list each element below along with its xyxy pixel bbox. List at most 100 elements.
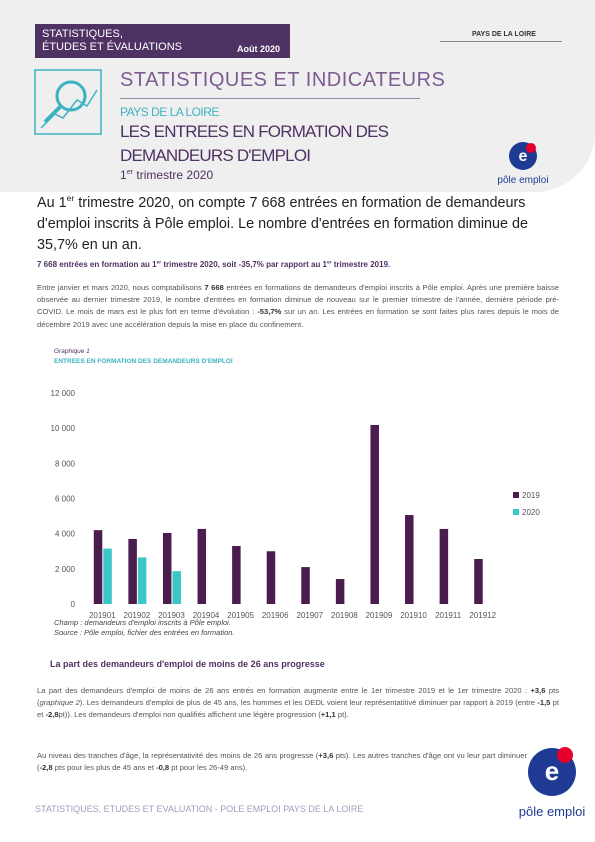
chart-label: Graphique 1 <box>54 348 90 355</box>
text: +1,1 <box>320 710 336 720</box>
logo: e pôle emploi <box>497 142 549 186</box>
text: 7 668 <box>204 283 224 292</box>
text: -1,5 <box>537 698 551 708</box>
logo-text: pôle emploi <box>519 804 586 819</box>
text: La part des demandeurs d'emploi de moins… <box>37 686 531 695</box>
text: ). Les demandeurs d'emploi de plus de 45… <box>79 698 538 708</box>
chart: 0 2 000 4 000 6 000 8 000 10 000 12 000 201901 2… <box>51 389 541 620</box>
text: pt et <box>37 698 559 720</box>
bar <box>439 528 449 604</box>
x-tick-label: 201910 <box>400 611 427 620</box>
text: graphique 2 <box>39 698 80 708</box>
text: pt)). Les demandeurs d'emploi non qualif… <box>58 710 321 720</box>
y-tick-label: 0 <box>71 600 76 609</box>
text: +3,6 <box>318 751 334 760</box>
series-line: ÉTUDES ET ÉVALUATIONS <box>42 41 182 53</box>
x-tick-label: 201903 <box>158 611 185 620</box>
rule <box>120 98 420 99</box>
y-tick-label: 10 000 <box>51 424 76 433</box>
bar <box>301 567 310 604</box>
text: 1 <box>120 168 127 182</box>
subregion: PAYS DE LA LOIRE <box>120 105 219 119</box>
text: pts pour les plus de 45 ans et <box>52 763 157 773</box>
date: Août 2020 <box>237 44 281 54</box>
bar <box>335 579 345 604</box>
text: trimestre 2020, on compte 7 668 entrées … <box>37 195 529 253</box>
chart-notes: Champ : demandeurs d'emploi inscrits à P… <box>54 618 235 638</box>
legend-swatch <box>513 509 519 515</box>
x-tick-label: 201909 <box>366 611 393 620</box>
series-line: STATISTIQUES, <box>42 28 123 40</box>
text: -2,8 <box>45 710 59 720</box>
text: Au 1 <box>37 195 67 211</box>
text: er <box>126 167 134 176</box>
period: 1er trimestre 2020 <box>120 168 213 182</box>
bar <box>474 558 483 604</box>
text: 7 668 entrées en formation au 1 <box>37 260 157 269</box>
text: trimestre 2020, soit -35,7% par rapport … <box>161 260 327 269</box>
legend-label: 2019 <box>522 491 540 500</box>
series-box <box>35 24 290 58</box>
text: er <box>156 260 162 266</box>
bar <box>93 530 103 604</box>
title-line: LES ENTREES EN FORMATION DES <box>120 122 389 141</box>
paragraph: Entre janvier et mars 2020, nous comptab… <box>37 282 559 331</box>
x-tick-label: 201906 <box>262 611 289 620</box>
text: pt). <box>335 710 349 720</box>
legend-swatch <box>513 492 519 498</box>
bar <box>137 557 147 604</box>
x-tick-label: 201908 <box>331 611 358 620</box>
y-tick-label: 2 000 <box>55 565 76 574</box>
bar <box>370 425 379 604</box>
text: sur un an. Les entrées en formation se s… <box>37 307 559 329</box>
svg-text:e: e <box>545 756 559 786</box>
text: -2,8 <box>39 763 53 773</box>
banner: STATISTIQUES ET INDICATEURS <box>120 69 446 91</box>
text: -53,7% <box>257 307 282 317</box>
text: pt pour les 26-49 ans). <box>169 763 248 773</box>
x-tick-label: 201901 <box>89 611 116 620</box>
title-line: DEMANDEURS D'EMPLOI <box>120 146 311 165</box>
x-tick-label: 201904 <box>193 611 220 620</box>
text: +3,6 <box>530 686 546 695</box>
text: Au niveau des tranches d'âge, la représe… <box>37 751 319 760</box>
paragraph: La part des demandeurs d'emploi de moins… <box>37 685 559 722</box>
text: entrées en formations de demandeurs d'em… <box>37 283 559 317</box>
bar <box>197 528 207 604</box>
bar <box>162 532 172 604</box>
bar <box>405 515 414 604</box>
legend-label: 2020 <box>522 508 540 517</box>
y-tick-label: 4 000 <box>55 530 76 539</box>
text: trimestre 2019. <box>331 260 391 269</box>
bar <box>172 571 181 604</box>
series-name: STATISTIQUES, ÉTUDES ET ÉVALUATIONS <box>42 28 182 54</box>
key-sentence: 7 668 entrées en formation au 1er trimes… <box>37 260 390 269</box>
text: pts). Les autres tranches d'âge ont vu l… <box>37 751 527 773</box>
y-tick-label: 12 000 <box>51 389 76 398</box>
rule <box>440 41 562 42</box>
bar <box>232 545 241 604</box>
doc-title: LES ENTREES EN FORMATION DES DEMANDEURS D… <box>120 120 389 168</box>
note: Source : Pôle emploi, fichier des entrée… <box>54 628 235 637</box>
bar <box>103 548 112 604</box>
text: er <box>327 260 332 266</box>
x-tick-label: 201907 <box>296 611 323 620</box>
logo-text: pôle emploi <box>497 175 548 186</box>
chart-title: ENTREES EN FORMATION DES DEMANDEURS D'EM… <box>54 358 233 365</box>
x-tick-label: 201911 <box>435 611 462 620</box>
bar <box>266 551 276 604</box>
x-tick-label: 201902 <box>124 611 151 620</box>
text: er <box>66 193 75 204</box>
y-tick-label: 6 000 <box>55 495 76 504</box>
footer: STATISTIQUES, ETUDES ET EVALUATION - POL… <box>35 804 364 814</box>
lead: Au 1er trimestre 2020, on compte 7 668 e… <box>37 193 562 256</box>
x-tick-label: 201912 <box>469 611 496 620</box>
text: pts ( <box>37 686 559 708</box>
logo: e pôle emploi <box>519 747 586 819</box>
region: PAYS DE LA LOIRE <box>472 31 536 38</box>
text: trimestre 2020 <box>133 168 214 182</box>
note: Champ : demandeurs d'emploi inscrits à P… <box>54 618 231 627</box>
svg-text:e: e <box>519 148 528 165</box>
text: Entre janvier et mars 2020, nous comptab… <box>37 283 205 292</box>
